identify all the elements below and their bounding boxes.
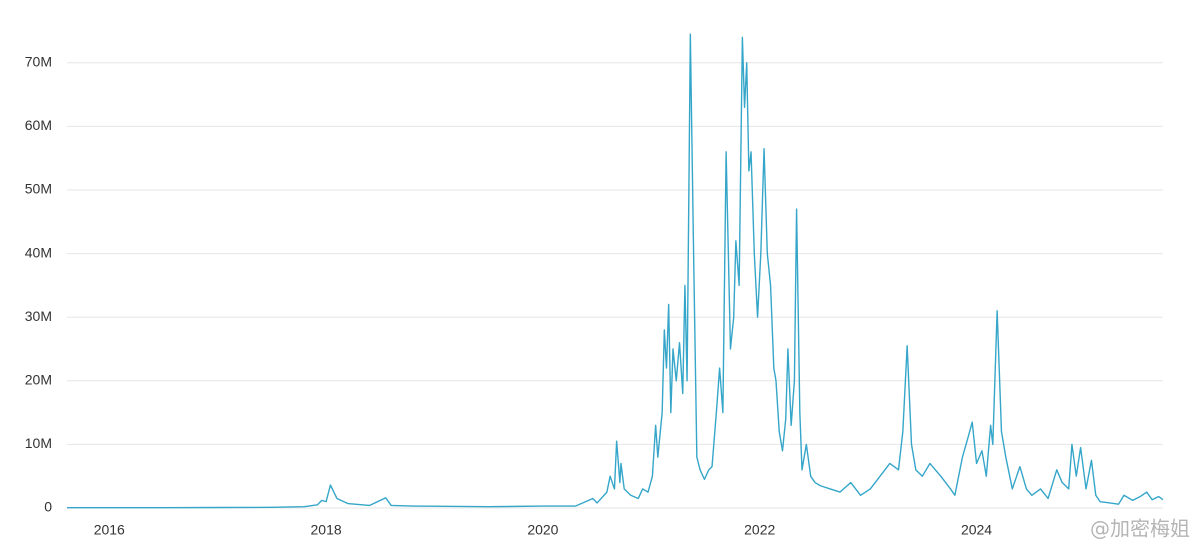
x-tick-label: 2016 [94, 522, 125, 538]
x-tick-label: 2020 [527, 522, 558, 538]
x-tick-label: 2024 [961, 522, 992, 538]
y-tick-label: 40M [25, 244, 52, 260]
y-tick-label: 10M [25, 435, 52, 451]
y-tick-label: 50M [25, 181, 52, 197]
y-tick-label: 70M [25, 54, 52, 70]
x-tick-label: 2022 [744, 522, 775, 538]
watermark: @加密梅姐 [1090, 517, 1190, 541]
data-line [67, 33, 1164, 509]
y-tick-label: 30M [25, 308, 52, 324]
y-tick-label: 20M [25, 372, 52, 388]
x-tick-label: 2018 [311, 522, 342, 538]
y-tick-label: 0 [44, 499, 52, 515]
y-tick-label: 60M [25, 117, 52, 133]
